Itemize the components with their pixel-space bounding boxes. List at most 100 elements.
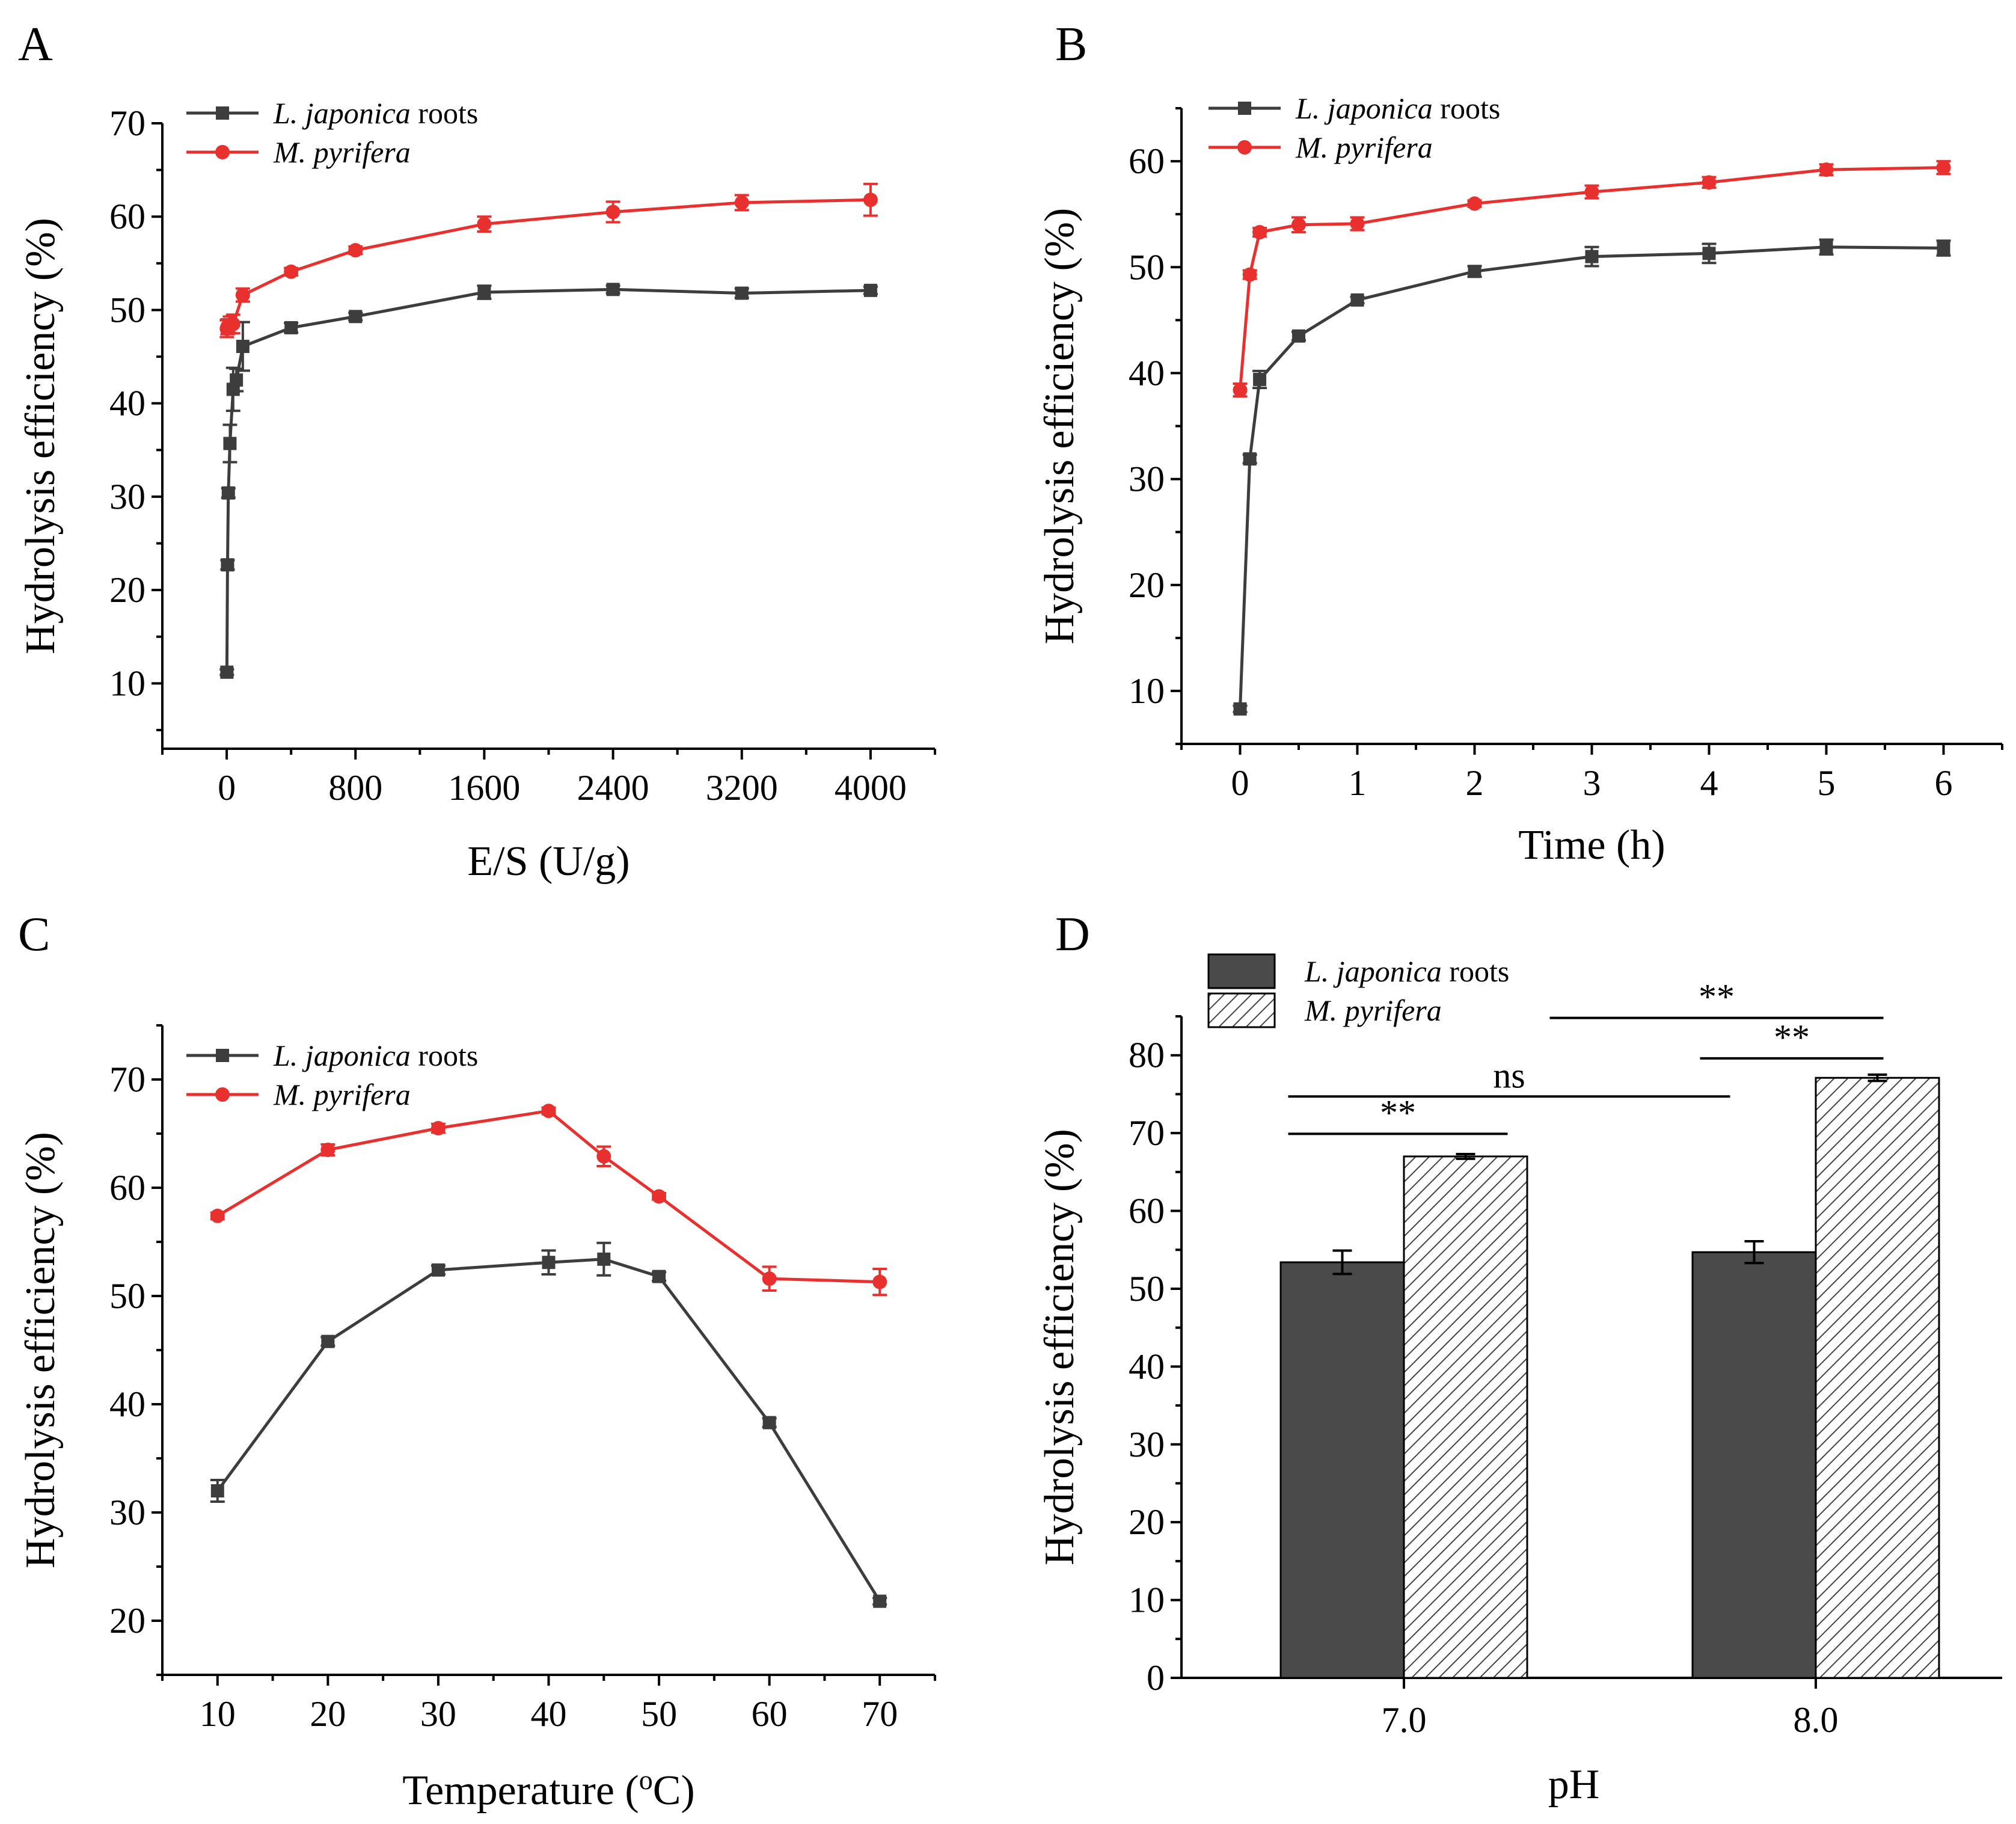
- data-point: [606, 283, 620, 296]
- y-tick-label: 60: [109, 1168, 146, 1208]
- data-point: [1937, 241, 1950, 255]
- legend-label-italic: M. pyrifera: [1304, 993, 1442, 1027]
- y-tick-label: 50: [1129, 1269, 1165, 1309]
- significance-annotation: **: [1288, 1093, 1508, 1135]
- y-tick-label: 40: [1129, 353, 1165, 393]
- bar: [1403, 1155, 1528, 1679]
- data-point: [210, 1484, 224, 1497]
- data-point: [1819, 162, 1834, 177]
- y-tick-label: 60: [1129, 1191, 1165, 1231]
- y-axis-title: Hydrolysis efficiency (%): [17, 218, 64, 654]
- series-line: [1239, 166, 1944, 390]
- series-line: [216, 1257, 881, 1602]
- data-point: [430, 1121, 446, 1135]
- x-tick-label: 3200: [706, 768, 778, 808]
- legend-label-suffix: roots: [411, 96, 479, 130]
- x-tick-label: 40: [531, 1694, 567, 1734]
- data-point: [762, 1416, 776, 1429]
- legend-label-italic: L. japonica: [1295, 91, 1433, 125]
- panel-d: D 0 10 20 30 40 50 60 70 80 Hydrolysis efficiency …: [1037, 908, 2002, 1808]
- x-tick-label: 1600: [448, 768, 520, 808]
- x-tick-label: 4: [1700, 763, 1718, 803]
- x-tick-label: 50: [641, 1694, 677, 1734]
- legend-label: L. japonica roots: [273, 96, 478, 130]
- series-line: [216, 1109, 880, 1284]
- y-tick-label: 30: [1129, 459, 1165, 499]
- y-tick-label: 70: [109, 1060, 146, 1099]
- data-point: [1936, 160, 1951, 175]
- data-point: [477, 285, 491, 299]
- data-point: [873, 1594, 887, 1608]
- x-tick-label: 0: [1231, 763, 1249, 803]
- data-point: [863, 192, 878, 207]
- panel-letter: A: [18, 18, 53, 71]
- panel-letter: C: [18, 908, 50, 961]
- data-point: [1350, 293, 1364, 307]
- significance-annotation: **: [1549, 977, 1884, 1019]
- data-point: [1468, 265, 1481, 278]
- legend-marker: [216, 1049, 229, 1062]
- legend-label-suffix: roots: [411, 1039, 479, 1072]
- series-l-japonica: [210, 1241, 887, 1608]
- data-point: [1350, 216, 1365, 232]
- data-point: [225, 316, 241, 331]
- legend-label-suffix: roots: [1442, 954, 1510, 988]
- y-axis-title: Hydrolysis efficiency (%): [1037, 1129, 1083, 1565]
- legend-label-italic: L. japonica: [273, 1039, 411, 1072]
- data-point: [542, 1256, 556, 1270]
- y-tick-label: 10: [1129, 1580, 1165, 1620]
- x-axis-title: pH: [1548, 1761, 1600, 1808]
- x-axis-title: Temperature (oC): [402, 1764, 694, 1814]
- data-point: [1252, 225, 1267, 240]
- y-tick-label: 50: [109, 290, 146, 330]
- data-point: [1585, 250, 1599, 263]
- legend-label: L. japonica roots: [1304, 954, 1509, 988]
- data-point: [863, 283, 877, 297]
- x-tick-label: 8.0: [1794, 1700, 1839, 1740]
- y-tick-label: 70: [1129, 1113, 1165, 1153]
- legend-marker: [215, 145, 230, 159]
- series-l-japonica: [219, 283, 878, 679]
- data-point: [734, 195, 749, 210]
- x-tick-label: 2400: [577, 768, 649, 808]
- data-point: [1233, 382, 1248, 398]
- data-point: [541, 1104, 556, 1119]
- legend-swatch: [1207, 953, 1276, 989]
- legend-marker: [215, 1087, 230, 1102]
- panel-a: A 10 20 30 40 50 60 70 Hydrolysis efficiency (%)…: [17, 18, 936, 885]
- data-point: [348, 243, 363, 258]
- y-axis-title: Hydrolysis efficiency (%): [17, 1132, 64, 1568]
- data-point: [1242, 267, 1257, 282]
- data-point: [735, 286, 749, 300]
- series-line: [225, 198, 871, 330]
- data-point: [284, 264, 299, 279]
- y-tick-label: 60: [1129, 141, 1165, 181]
- data-point: [1292, 329, 1305, 343]
- data-point: [230, 373, 244, 387]
- y-tick-label: 40: [1129, 1347, 1165, 1386]
- data-point: [1702, 175, 1717, 190]
- x-axis-title-part: C): [653, 1767, 695, 1814]
- x-tick-label: 6: [1935, 763, 1953, 803]
- y-tick-label: 30: [109, 1493, 146, 1532]
- series-l-japonica: [1233, 238, 1951, 716]
- significance-label: ns: [1493, 1055, 1525, 1095]
- y-axis-title: Hydrolysis efficiency (%): [1037, 208, 1083, 645]
- legend-label: M. pyrifera: [1304, 993, 1442, 1027]
- x-tick-label: 3: [1583, 763, 1601, 803]
- x-axis-title-part: Temperature (: [402, 1767, 639, 1814]
- data-point: [872, 1274, 887, 1289]
- x-tick-label: 10: [200, 1694, 236, 1734]
- significance-annotation: **: [1700, 1018, 1884, 1060]
- y-tick-label: 20: [1129, 1502, 1165, 1542]
- significance-label: **: [1699, 977, 1735, 1017]
- legend-swatch: [1207, 992, 1276, 1028]
- y-tick-label: 60: [109, 197, 146, 236]
- legend: L. japonica roots M. pyrifera: [1207, 953, 1509, 1028]
- data-point: [1253, 372, 1267, 386]
- y-tick-label: 30: [109, 477, 146, 517]
- legend-label-italic: L. japonica: [273, 96, 411, 130]
